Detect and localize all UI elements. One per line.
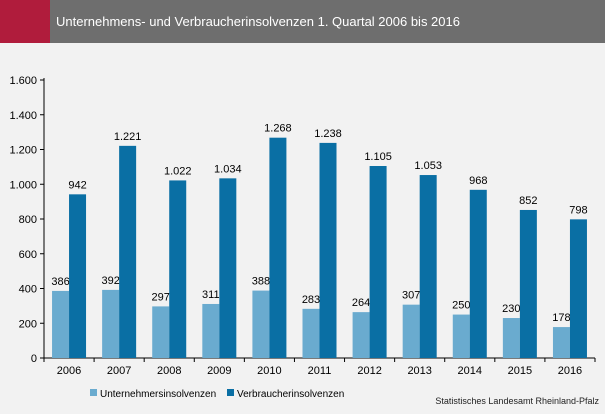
y-tick-label: 0: [31, 353, 37, 365]
y-tick-label: 1.000: [9, 179, 37, 191]
data-label: 852: [519, 195, 537, 207]
bar-unternehmen: [102, 289, 120, 358]
data-label: 311: [202, 289, 220, 301]
bar-unternehmen: [452, 314, 470, 358]
x-tick-label: 2010: [257, 365, 281, 377]
data-label: 1.221: [114, 131, 142, 143]
bar-unternehmen: [552, 327, 570, 358]
data-label: 264: [352, 297, 370, 309]
bar-verbraucher: [169, 180, 187, 358]
bar-verbraucher: [319, 142, 337, 358]
bar-verbraucher: [219, 178, 237, 358]
bar-unternehmen: [52, 290, 70, 358]
x-tick-label: 2013: [407, 365, 431, 377]
bar-verbraucher: [119, 145, 137, 358]
data-label: 1.053: [414, 160, 442, 172]
data-label: 942: [68, 179, 86, 191]
x-tick-label: 2015: [508, 365, 532, 377]
data-label: 230: [502, 303, 520, 315]
x-tick-label: 2014: [458, 365, 482, 377]
legend-swatch: [90, 389, 97, 396]
legend-label: Unternehmersinsolvenzen: [100, 389, 216, 400]
y-tick-label: 400: [19, 284, 37, 296]
data-label: 283: [302, 294, 320, 306]
data-label: 297: [152, 291, 170, 303]
data-label: 1.238: [314, 128, 342, 140]
y-tick-label: 200: [19, 318, 37, 330]
data-label: 1.034: [214, 163, 242, 175]
x-tick-label: 2011: [308, 365, 332, 377]
bar-verbraucher: [369, 166, 387, 358]
header-bar: Unternehmens- und Verbraucherinsolvenzen…: [0, 0, 605, 43]
data-label: 178: [552, 312, 570, 324]
legend-label: Verbraucherinsolvenzen: [237, 389, 344, 400]
bar-verbraucher: [419, 175, 437, 358]
chart-title: Unternehmens- und Verbraucherinsolvenzen…: [56, 14, 460, 29]
bar-unternehmen: [502, 318, 520, 358]
data-label: 798: [569, 204, 587, 216]
data-label: 386: [51, 276, 69, 288]
data-label: 388: [252, 276, 270, 288]
bar-verbraucher: [269, 137, 287, 358]
y-tick-label: 1.200: [9, 145, 37, 157]
bar-unternehmen: [152, 306, 170, 358]
x-tick-label: 2007: [107, 365, 131, 377]
x-tick-label: 2016: [558, 365, 582, 377]
y-tick-label: 1.400: [9, 110, 37, 122]
y-tick-label: 800: [19, 214, 37, 226]
data-label: 1.105: [364, 151, 392, 163]
bar-unternehmen: [202, 303, 220, 358]
x-tick-label: 2009: [207, 365, 231, 377]
data-label: 307: [402, 290, 420, 302]
bar-verbraucher: [469, 189, 487, 358]
data-label: 392: [101, 275, 119, 287]
legend-swatch: [227, 389, 234, 396]
bar-unternehmen: [252, 290, 270, 358]
bar-unternehmen: [352, 312, 370, 358]
x-tick-label: 2006: [57, 365, 81, 377]
bar-verbraucher: [569, 219, 587, 358]
data-label: 250: [452, 300, 470, 312]
x-tick-label: 2008: [157, 365, 181, 377]
data-label: 968: [469, 175, 487, 187]
x-tick-label: 2012: [357, 365, 381, 377]
bar-verbraucher: [519, 209, 537, 358]
data-label: 1.022: [164, 165, 192, 177]
data-label: 1.268: [264, 123, 292, 135]
bar-unternehmen: [402, 304, 420, 358]
bar-verbraucher: [69, 194, 87, 358]
y-tick-label: 600: [19, 249, 37, 261]
header-accent: [0, 0, 50, 43]
y-tick-label: 1.600: [9, 75, 37, 87]
source-note: Statistisches Landesamt Rheinland-Pfalz: [435, 396, 599, 406]
bar-unternehmen: [302, 308, 320, 358]
